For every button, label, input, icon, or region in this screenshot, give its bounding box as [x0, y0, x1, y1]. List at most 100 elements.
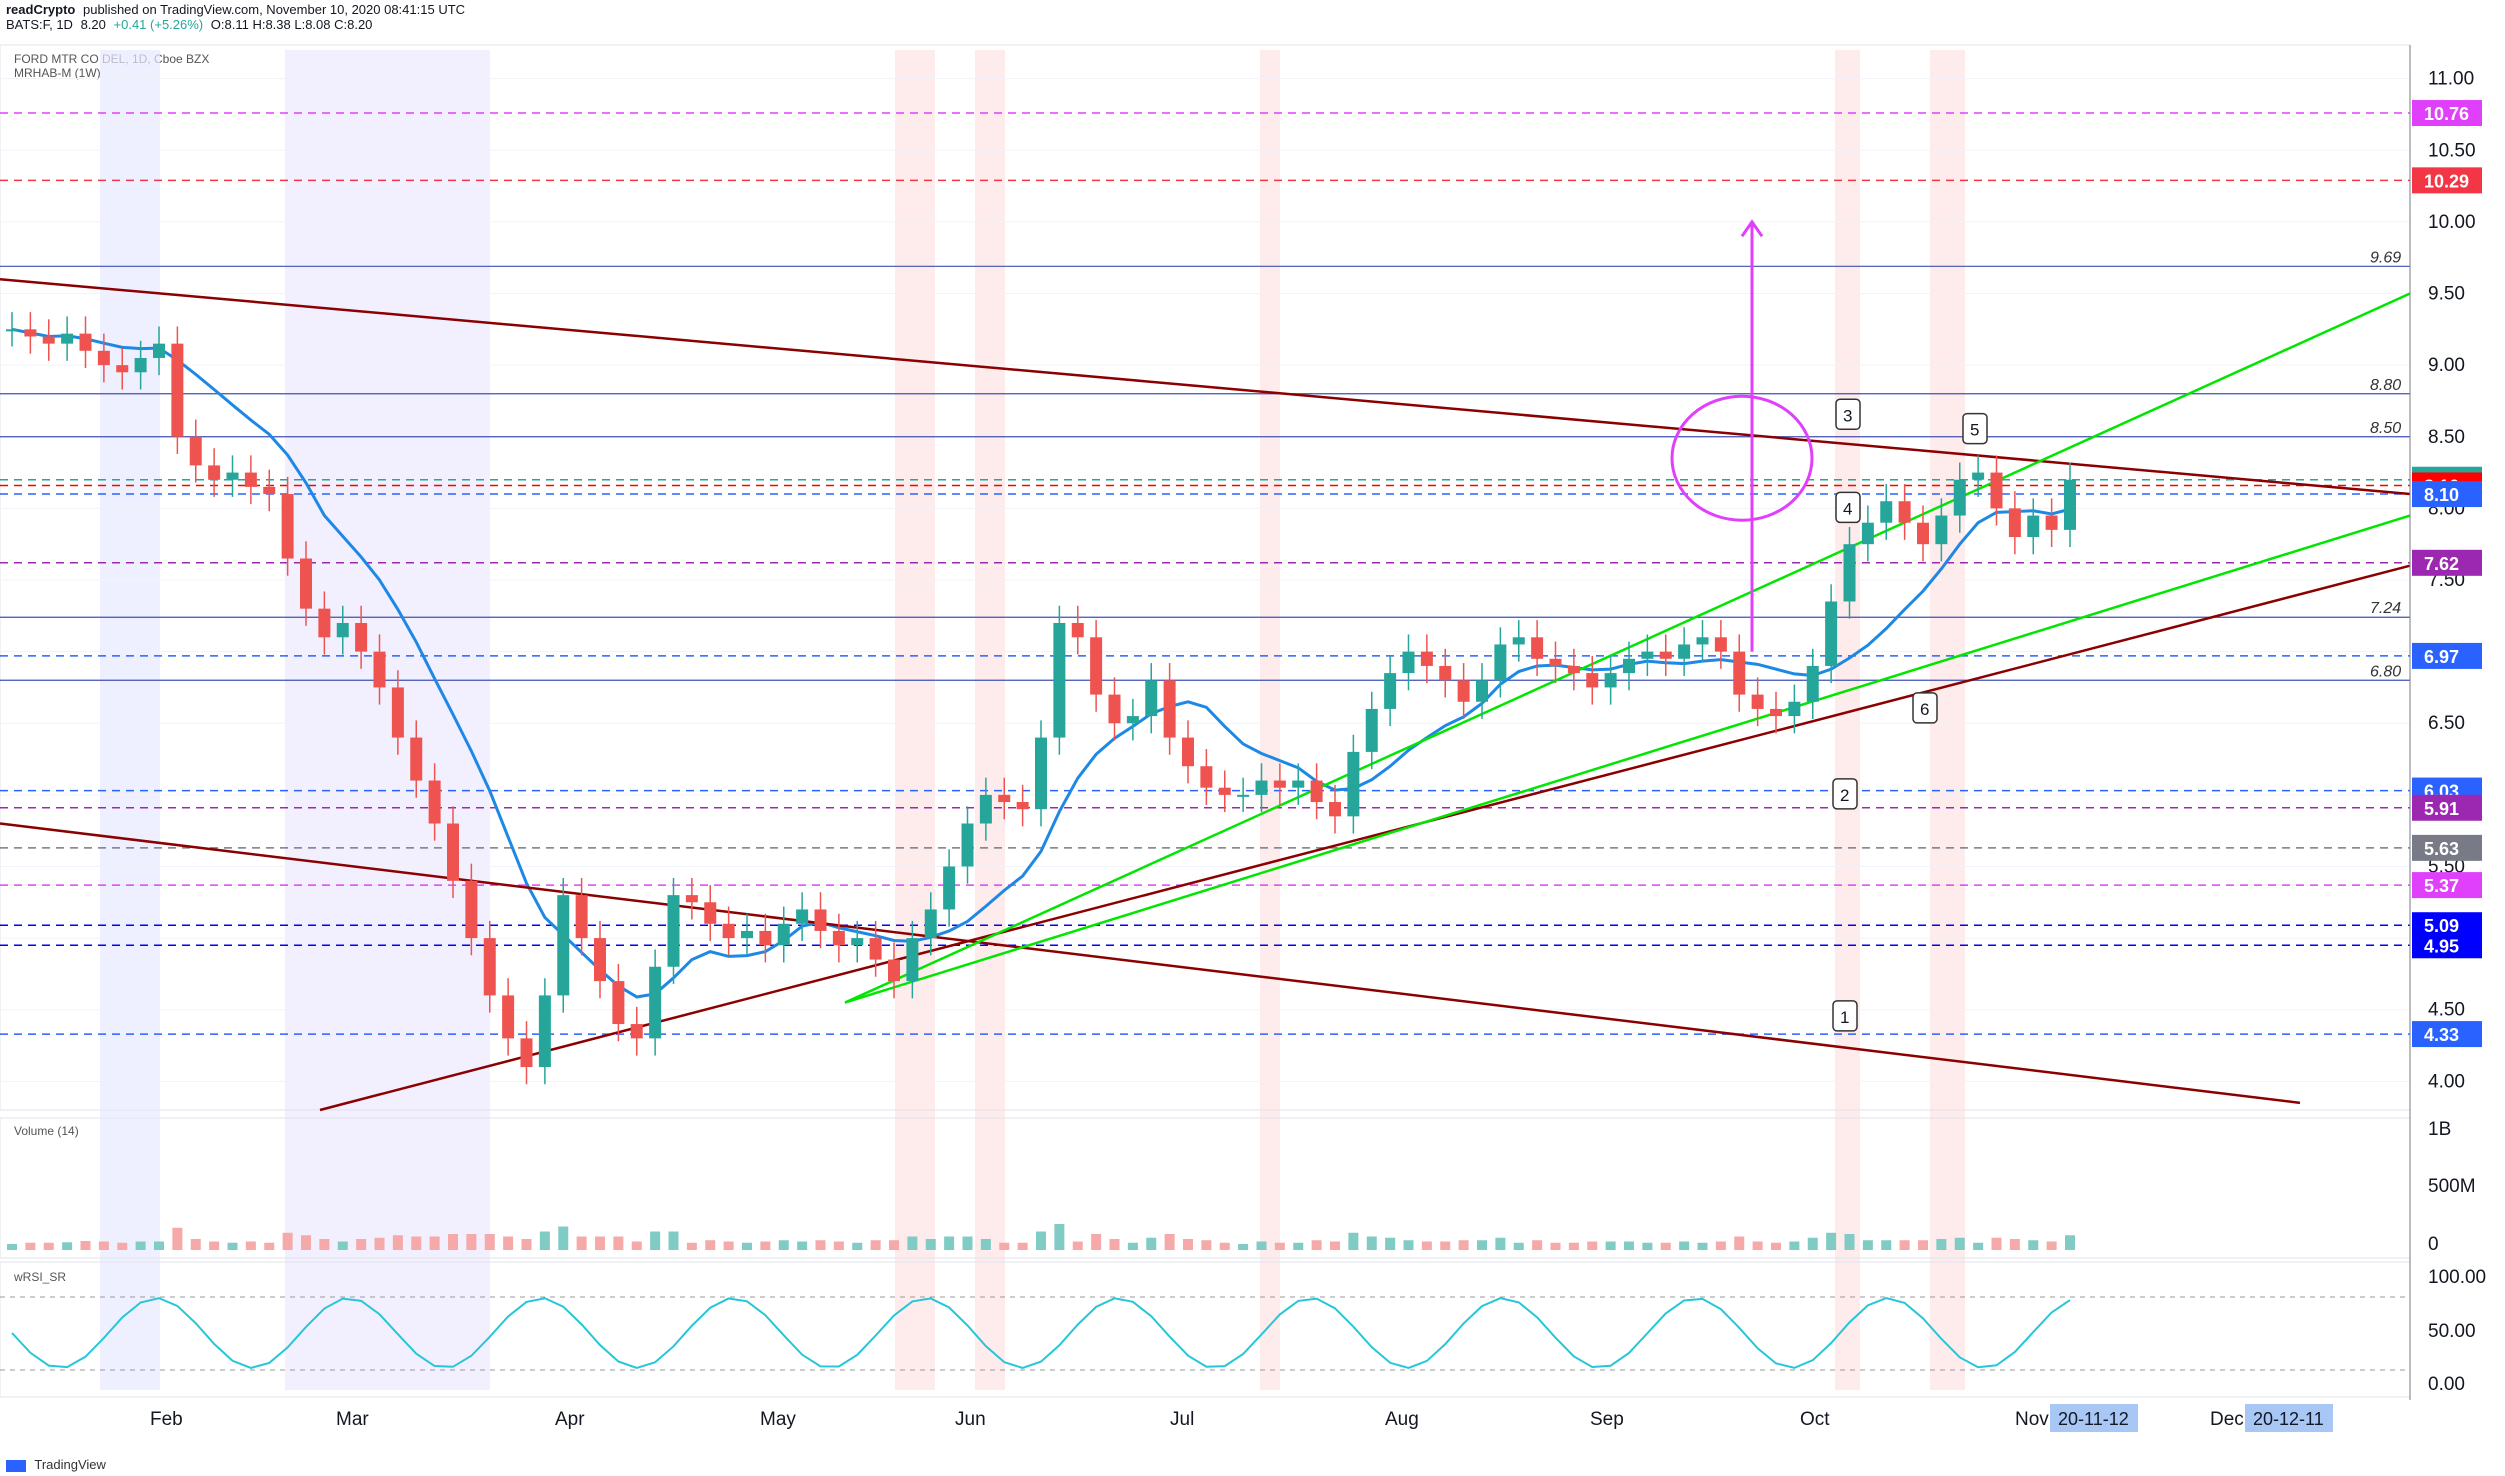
- candle-body: [410, 737, 423, 781]
- volume-bar: [1624, 1241, 1634, 1250]
- volume-bar: [1109, 1239, 1120, 1250]
- volume-bar: [1862, 1240, 1873, 1250]
- volume-bar: [80, 1241, 91, 1250]
- trendline: [319, 564, 2411, 1112]
- wave-label: 6: [1920, 700, 1929, 719]
- volume-bar: [209, 1241, 220, 1250]
- rsi-pane: [0, 1296, 2410, 1371]
- trendline: [844, 514, 2411, 1004]
- time-axis-label: Aug: [1385, 1409, 1419, 1430]
- candle-body: [1329, 802, 1341, 817]
- volume-bar: [1954, 1237, 1965, 1250]
- volume-bar: [411, 1236, 422, 1250]
- candle-body: [116, 365, 129, 373]
- highlight-band: [1260, 50, 1280, 1390]
- volume-bar: [1146, 1237, 1157, 1250]
- wave-label: 5: [1970, 421, 1979, 440]
- candle-body: [1604, 673, 1617, 688]
- volume-bar: [1054, 1224, 1065, 1250]
- price-tag: [2412, 481, 2482, 508]
- candle-body: [1310, 780, 1323, 803]
- volume-bar: [1311, 1240, 1322, 1250]
- rsi-legend[interactable]: wRSI_SR: [14, 1270, 67, 1284]
- price-tick-label: 6.50: [2428, 713, 2465, 734]
- candle-body: [906, 938, 919, 982]
- price-tag-label: 7.62: [2424, 554, 2459, 574]
- candle-body: [1659, 651, 1672, 659]
- candle-body: [1623, 658, 1635, 674]
- rsi-line: [11, 1297, 2071, 1370]
- volume-bar: [576, 1236, 587, 1250]
- volume-bar: [558, 1226, 569, 1250]
- highlight-circle: [1670, 394, 1814, 522]
- time-axis-label: Jul: [1170, 1409, 1194, 1430]
- price-tick-label: 8.50: [2428, 427, 2465, 448]
- candle-body: [24, 329, 37, 337]
- volume-bar: [1991, 1237, 2002, 1250]
- volume-bar: [1752, 1241, 1763, 1250]
- highlight-band: [975, 50, 1005, 1390]
- highlight-band: [285, 50, 490, 1390]
- candle-body: [1843, 544, 1856, 602]
- tradingview-logo-icon: [6, 1459, 26, 1472]
- candle-body: [2064, 479, 2076, 530]
- volume-bar: [43, 1242, 54, 1250]
- candle-body: [538, 995, 551, 1068]
- volume-bar: [1274, 1242, 1285, 1250]
- volume-bar: [1881, 1240, 1892, 1250]
- volume-bar: [1771, 1242, 1781, 1250]
- volume-bar: [1036, 1231, 1046, 1250]
- date-badge: [2245, 1404, 2333, 1432]
- volume-bar: [1440, 1241, 1451, 1250]
- price-axis[interactable]: 11.0010.5010.009.509.008.508.007.507.006…: [2409, 45, 2486, 1400]
- wave-label-box: [1832, 1000, 1858, 1032]
- candle-body: [612, 981, 625, 1025]
- volume-bar: [62, 1242, 73, 1250]
- volume-bar: [1844, 1234, 1855, 1250]
- volume-tick-label: 0: [2428, 1234, 2439, 1255]
- candle-body: [483, 938, 496, 996]
- candle-body: [979, 794, 992, 824]
- volume-tick-label: 1B: [2428, 1119, 2451, 1140]
- price-tick-label: 4.00: [2428, 1071, 2465, 1092]
- volume-bar: [319, 1239, 330, 1250]
- volume-bar: [852, 1242, 863, 1250]
- time-axis[interactable]: Feb Mar Apr May Jun Jul Aug Sep Oct Nov Dec 20-11-1…: [150, 1404, 2333, 1432]
- volume-legend[interactable]: Volume (14): [14, 1124, 79, 1138]
- wave-label-box: [1835, 398, 1861, 431]
- candle-body: [1733, 651, 1746, 695]
- price-tag-label: 10.76: [2424, 104, 2469, 124]
- price-tick-label: 10.50: [2428, 140, 2476, 161]
- volume-bar: [1183, 1239, 1193, 1250]
- publisher-name[interactable]: readCrypto: [6, 2, 76, 17]
- volume-bar: [999, 1242, 1010, 1250]
- candle-body: [1237, 794, 1250, 797]
- volume-bar: [466, 1234, 477, 1250]
- candle-body: [465, 880, 478, 939]
- volume-bar: [264, 1242, 275, 1250]
- candle-body: [300, 558, 312, 609]
- candle-body: [1880, 501, 1893, 523]
- volume-bar: [1936, 1239, 1947, 1250]
- candle-body: [428, 780, 441, 824]
- candle-body: [1549, 658, 1562, 666]
- volume-bar: [1403, 1240, 1414, 1250]
- wave-label-box: [1832, 778, 1858, 810]
- candle-body: [1292, 780, 1305, 788]
- volume-bar: [1899, 1240, 1910, 1250]
- volume-bar: [7, 1244, 17, 1250]
- candle-body: [961, 823, 974, 867]
- brand-label: TradingView: [34, 1457, 106, 1472]
- last-price: 8.20: [80, 17, 106, 32]
- volume-bar: [98, 1241, 109, 1250]
- candle-body: [1953, 479, 1966, 516]
- candle-body: [1347, 751, 1360, 817]
- volume-bar: [1568, 1242, 1579, 1250]
- candle-body: [134, 357, 147, 373]
- volume-bar: [1789, 1241, 1800, 1250]
- tradingview-brand[interactable]: TradingView: [6, 1457, 106, 1472]
- candle-body: [502, 995, 515, 1039]
- level-label: 7.24: [2370, 600, 2401, 617]
- level-label: 6.80: [2370, 663, 2401, 680]
